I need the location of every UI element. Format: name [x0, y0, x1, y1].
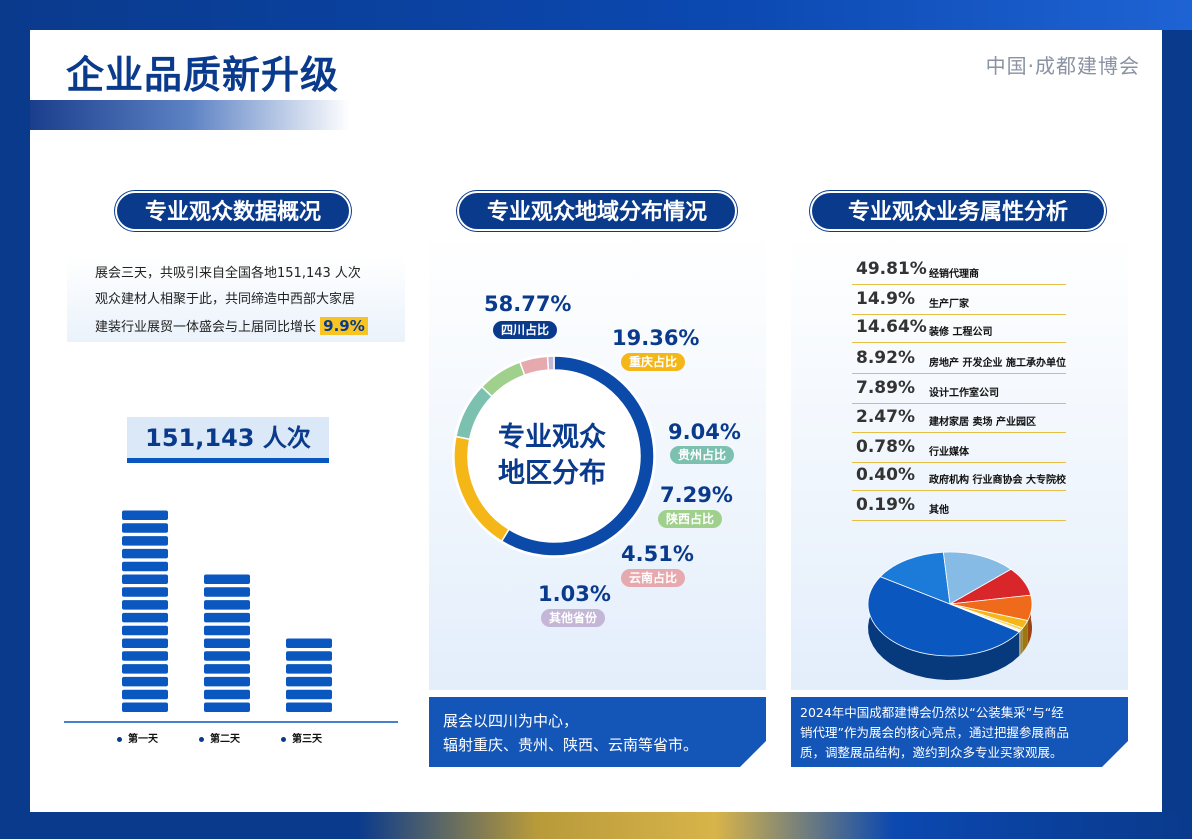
- bar-block: [286, 638, 332, 648]
- bar-block: [204, 676, 250, 687]
- pie-top: [867, 551, 1033, 657]
- tag-guizhou: 贵州占比: [670, 446, 735, 464]
- pct-guizhou: 9.04%: [668, 420, 741, 444]
- bar-block: [122, 689, 168, 700]
- pie-side-9: [1019, 631, 1020, 656]
- brand-logo-text: 中国·成都建博会: [985, 54, 1140, 78]
- pie-side-8: [1019, 630, 1021, 656]
- overview-title: 专业观众数据概况: [115, 191, 351, 231]
- title-band: [30, 100, 350, 130]
- bar-block: [286, 676, 332, 687]
- day-label-2: 第二天: [199, 730, 240, 745]
- bar-block: [204, 625, 250, 636]
- bar-block: [204, 651, 250, 661]
- bar-block: [204, 612, 250, 623]
- pie-side-7: [1020, 627, 1023, 655]
- tag-shaanxi: 陕西占比: [658, 510, 723, 528]
- tag-chongqing: 重庆占比: [621, 353, 686, 371]
- legend-row: 49.81% 经销代理商: [852, 255, 1066, 285]
- bar-block: [204, 600, 250, 610]
- bar-block: [204, 574, 250, 584]
- pct-chongqing: 19.36%: [612, 326, 700, 350]
- legend-row: 0.19% 其他: [852, 491, 1066, 521]
- pie-slice-9: [949, 603, 1021, 633]
- intro-line-2: 观众建材人相聚于此，共同缔造中西部大家居: [95, 292, 356, 307]
- bar-block: [122, 676, 168, 687]
- legend-row: 2.47% 建材家居 卖场 产业园区: [852, 403, 1066, 433]
- day-label-3: 第三天: [281, 730, 322, 745]
- bar-block: [122, 702, 168, 712]
- legend-row: 7.89% 设计工作室公司: [852, 374, 1066, 404]
- bar-block: [122, 561, 168, 572]
- overview-intro: 展会三天，共吸引来自全国各地151,143 人次 观众建材人相聚于此，共同缔造中…: [67, 256, 405, 342]
- region-note: 展会以四川为中心， 辐射重庆、贵州、陕西、云南等省市。: [429, 697, 766, 767]
- pct-sichuan: 58.77%: [484, 292, 572, 316]
- pie-side-6: [1022, 620, 1028, 652]
- day-label-1: 第一天: [117, 730, 158, 745]
- bar-block: [122, 612, 168, 623]
- bar-block: [286, 651, 332, 661]
- bar-block: [286, 702, 332, 712]
- bar-block: [122, 510, 168, 520]
- bar-block: [122, 664, 168, 674]
- tag-other: 其他省份: [541, 609, 606, 627]
- bar-1: [122, 510, 168, 712]
- page-title: 企业品质新升级: [66, 53, 340, 97]
- bar-block: [204, 638, 250, 648]
- bar-block: [204, 664, 250, 674]
- business-note: 2024年中国成都建博会仍然以“公装集采”与“经 销代理”作为展会的核心亮点，通…: [791, 697, 1128, 767]
- tag-sichuan: 四川占比: [493, 321, 558, 339]
- bar-block: [286, 664, 332, 674]
- legend-row: 14.9% 生产厂家: [852, 285, 1066, 315]
- bar-3: [286, 638, 332, 712]
- bar-block: [204, 689, 250, 700]
- intro-line-1: 展会三天，共吸引来自全国各地151,143 人次: [95, 266, 361, 281]
- pie-slice-1: [867, 576, 1020, 657]
- donut-slice-6: [546, 355, 555, 371]
- pie-slice-2: [879, 551, 951, 605]
- bar-block: [286, 689, 332, 700]
- region-title: 专业观众地域分布情况: [457, 191, 737, 231]
- legend-row: 8.92% 房地产 开发企业 施工承办单位: [852, 344, 1066, 374]
- pie-side-1: [868, 576, 1020, 680]
- frame-bottom: [0, 812, 1192, 839]
- tag-yunnan: 云南占比: [621, 569, 686, 587]
- intro-line-3: 建装行业展贸一体盛会与上届同比增长 9.9%: [95, 313, 405, 341]
- bar-block: [122, 587, 168, 597]
- donut-center-label: 专业观众 地区分布: [498, 422, 606, 489]
- bar-block: [122, 638, 168, 648]
- bar-block: [204, 702, 250, 712]
- bar-block: [122, 536, 168, 546]
- bar-block: [122, 651, 168, 661]
- bar-block: [122, 574, 168, 584]
- bar-block: [122, 548, 168, 559]
- pct-yunnan: 4.51%: [621, 542, 694, 566]
- bar-block: [122, 600, 168, 610]
- legend-row: 0.40% 政府机构 行业商协会 大专院校: [852, 461, 1066, 491]
- business-title: 专业观众业务属性分析: [810, 191, 1106, 231]
- frame-top: [0, 0, 1192, 30]
- pie-slice-3: [942, 551, 1012, 605]
- total-visitors: 151,143 人次: [127, 417, 329, 463]
- bar-2: [204, 574, 250, 712]
- pct-other: 1.03%: [538, 582, 611, 606]
- pct-shaanxi: 7.29%: [660, 483, 733, 507]
- bar-block: [204, 587, 250, 597]
- bar-block: [122, 625, 168, 636]
- donut-hole: [469, 371, 639, 541]
- legend-row: 14.64% 装修 工程公司: [852, 313, 1066, 343]
- growth-badge: 9.9%: [320, 317, 368, 335]
- legend-row: 0.78% 行业媒体: [852, 433, 1066, 463]
- bar-block: [122, 523, 168, 533]
